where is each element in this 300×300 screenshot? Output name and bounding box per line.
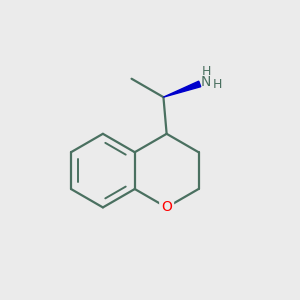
Text: H: H: [202, 65, 211, 78]
Text: N: N: [201, 76, 211, 89]
Polygon shape: [164, 81, 201, 97]
Text: O: O: [161, 200, 172, 214]
Text: H: H: [213, 78, 222, 91]
